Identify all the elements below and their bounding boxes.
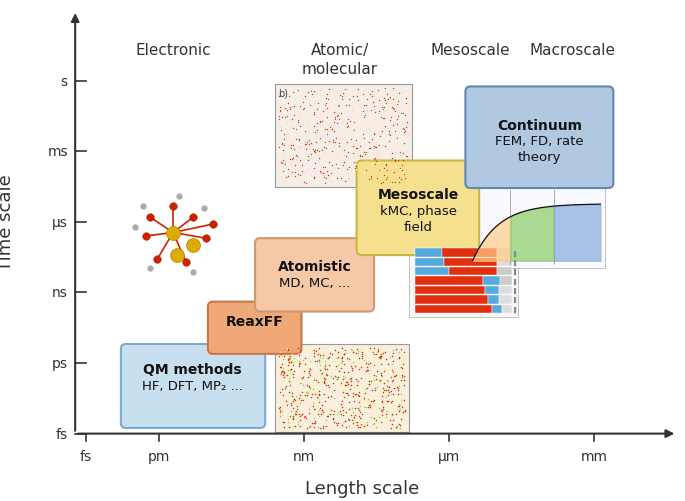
Text: Macroscale: Macroscale (529, 43, 615, 58)
Text: Mesoscale: Mesoscale (377, 187, 459, 201)
Bar (497, 258, 512, 267)
Text: ▌: ▌ (513, 288, 518, 294)
FancyBboxPatch shape (255, 238, 374, 312)
Text: Electronic: Electronic (135, 43, 211, 58)
Bar (414, 268, 449, 276)
Bar (409, 240, 518, 318)
Text: HF, DFT, MP₂ ...: HF, DFT, MP₂ ... (142, 379, 243, 392)
Text: ps: ps (52, 356, 68, 370)
Text: μm: μm (438, 449, 460, 463)
Bar (414, 249, 442, 257)
Bar (499, 296, 512, 304)
Text: fs: fs (80, 449, 92, 463)
Text: fs: fs (55, 427, 68, 441)
Text: ▌: ▌ (513, 260, 518, 266)
Bar (499, 286, 512, 295)
Text: ▌: ▌ (513, 269, 518, 275)
Text: ▌: ▌ (513, 278, 518, 284)
Text: ReaxFF: ReaxFF (225, 314, 283, 328)
Text: Atomic/
molecular: Atomic/ molecular (302, 43, 378, 77)
FancyBboxPatch shape (357, 161, 479, 256)
Bar (444, 258, 497, 267)
Text: MD, MC, ...: MD, MC, ... (279, 276, 350, 289)
Bar (493, 305, 502, 313)
Bar (275, 344, 409, 432)
Text: s: s (61, 75, 68, 89)
Text: b).: b). (278, 89, 291, 99)
Text: ▌: ▌ (513, 297, 518, 303)
Text: ms: ms (47, 145, 68, 159)
FancyBboxPatch shape (465, 87, 613, 189)
Text: kMC, phase
field: kMC, phase field (379, 204, 457, 233)
Bar (414, 258, 444, 267)
Text: ▌: ▌ (513, 250, 518, 256)
Bar (497, 249, 512, 257)
Bar (488, 296, 499, 304)
Text: ▌: ▌ (513, 306, 518, 312)
Bar (467, 187, 605, 268)
Bar (502, 305, 512, 313)
Bar (500, 277, 512, 285)
Text: ns: ns (52, 286, 68, 300)
Text: Atomistic: Atomistic (277, 259, 351, 273)
FancyBboxPatch shape (121, 344, 265, 428)
Text: Continuum: Continuum (497, 118, 582, 132)
FancyBboxPatch shape (208, 302, 301, 354)
Text: Length scale: Length scale (305, 479, 419, 497)
Text: μs: μs (52, 215, 68, 229)
Text: pm: pm (147, 449, 170, 463)
Text: mm: mm (580, 449, 608, 463)
Text: nm: nm (292, 449, 315, 463)
Bar (442, 249, 497, 257)
Bar (414, 296, 488, 304)
Text: FEM, FD, rate
theory: FEM, FD, rate theory (495, 135, 584, 164)
Bar (497, 268, 512, 276)
Bar (414, 305, 493, 313)
Bar (414, 286, 484, 295)
Bar (449, 268, 497, 276)
Bar (483, 277, 500, 285)
Text: Time scale: Time scale (0, 174, 15, 271)
Bar (414, 277, 483, 285)
Bar (275, 85, 412, 187)
Text: QM methods: QM methods (143, 362, 242, 376)
Text: Mesoscale: Mesoscale (431, 43, 510, 58)
Bar (484, 286, 499, 295)
